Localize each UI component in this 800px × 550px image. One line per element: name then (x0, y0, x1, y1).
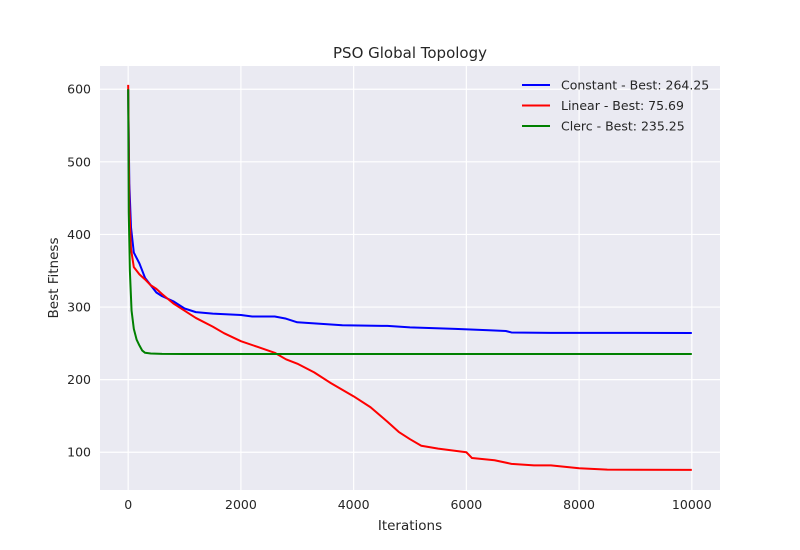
plot-area (100, 66, 720, 490)
x-tick-label: 10000 (672, 497, 712, 512)
legend-label-3: Clerc - Best: 235.25 (561, 119, 685, 134)
series-line-1 (127, 89, 692, 334)
legend-label-1: Constant - Best: 264.25 (561, 78, 709, 93)
legend: Constant - Best: 264.25 Linear - Best: 75… (522, 78, 709, 134)
y-tick-labels: 100 200 300 400 500 600 (67, 82, 91, 460)
y-tick-label: 600 (67, 82, 91, 97)
series-line-3 (127, 89, 692, 356)
y-tick-label: 300 (67, 300, 91, 315)
series-lines (127, 84, 692, 471)
y-axis-label: Best Fitness (46, 238, 62, 319)
x-tick-label: 8000 (563, 497, 595, 512)
chart-title: PSO Global Topology (333, 44, 487, 62)
y-tick-label: 500 (67, 154, 91, 169)
x-tick-label: 4000 (338, 497, 370, 512)
y-tick-label: 400 (67, 227, 91, 242)
x-tick-label: 2000 (225, 497, 257, 512)
y-tick-label: 200 (67, 372, 91, 387)
x-tick-labels: 0 2000 4000 6000 8000 10000 (124, 497, 712, 512)
x-axis-label: Iterations (378, 518, 442, 534)
x-tick-label: 6000 (450, 497, 482, 512)
x-tick-label: 0 (124, 497, 132, 512)
y-tick-label: 100 (67, 445, 91, 460)
legend-label-2: Linear - Best: 75.69 (561, 98, 684, 113)
series-line-2 (127, 84, 692, 471)
grid (100, 66, 720, 490)
